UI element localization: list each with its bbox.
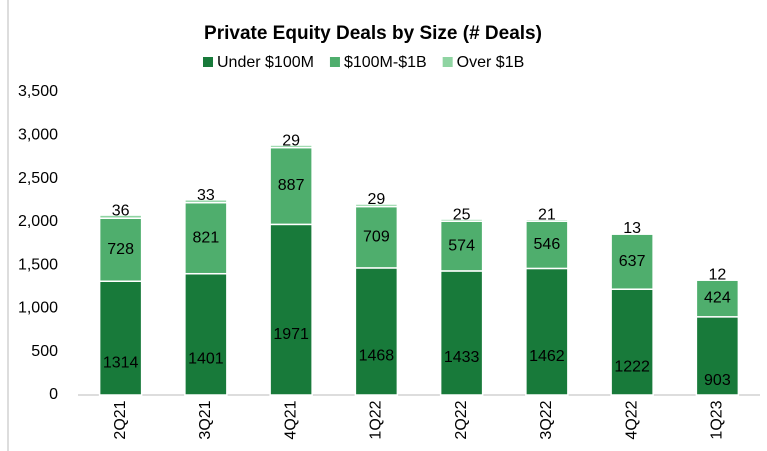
- bar-segment: [439, 220, 484, 272]
- bar-segment: [525, 267, 569, 396]
- data-label: 29: [367, 191, 385, 208]
- data-label: 1462: [529, 348, 565, 365]
- data-label: 12: [708, 266, 726, 283]
- bar-segment: [98, 280, 143, 396]
- y-tick-label: 0: [49, 386, 58, 403]
- x-tick-label: 4Q22: [623, 400, 640, 439]
- legend-swatch: [203, 57, 213, 67]
- bar-segment: [439, 218, 484, 223]
- y-tick-label: 3,500: [18, 83, 58, 100]
- data-label: 728: [107, 241, 134, 258]
- bar-segment: [354, 203, 399, 208]
- data-label: 709: [363, 228, 390, 245]
- bar-segment: [354, 267, 399, 396]
- bar-segment: [695, 278, 740, 281]
- x-tick-label: 1Q23: [709, 400, 726, 439]
- bar-segment: [354, 205, 399, 269]
- legend-swatch: [442, 57, 453, 67]
- data-label: 1433: [444, 349, 480, 366]
- x-tick-label: 1Q22: [368, 400, 385, 439]
- bar-segment: [610, 288, 654, 396]
- data-label: 29: [282, 132, 300, 149]
- data-label: 546: [534, 236, 561, 253]
- data-label: 33: [197, 187, 215, 204]
- legend: Under $100M $100M-$1B Over $1B: [203, 54, 524, 71]
- bar-segment: [269, 146, 313, 226]
- data-label: 36: [112, 202, 130, 219]
- bar-segment: [98, 217, 143, 282]
- data-label: 1314: [103, 354, 139, 371]
- bar-segment: [269, 144, 313, 149]
- bar-segment: [695, 316, 740, 396]
- y-tick-label: 2,500: [18, 170, 58, 187]
- y-tick-label: 1,000: [18, 300, 58, 317]
- legend-label: Over $1B: [457, 54, 525, 71]
- x-tick-label: 4Q21: [282, 400, 299, 439]
- data-label: 574: [448, 237, 475, 254]
- data-label: 1222: [614, 358, 650, 375]
- data-label: 637: [619, 253, 646, 270]
- data-label: 424: [704, 290, 731, 307]
- bar-segment: [184, 199, 228, 204]
- data-label: 1468: [359, 348, 395, 365]
- x-tick-label: 3Q22: [538, 400, 555, 439]
- bar-segment: [610, 233, 654, 290]
- x-tick-label: 2Q21: [112, 400, 129, 439]
- chart-title: Private Equity Deals by Size (# Deals): [204, 23, 542, 44]
- y-tick-label: 1,500: [18, 256, 58, 273]
- legend-label: Under $100M: [217, 54, 314, 71]
- y-tick-label: 500: [31, 343, 58, 360]
- data-label: 887: [278, 177, 305, 194]
- x-tick-label: 2Q22: [453, 400, 470, 439]
- bar-segment: [269, 223, 313, 396]
- data-label: 821: [193, 229, 220, 246]
- data-label: 25: [453, 206, 471, 223]
- legend-label: $100M-$1B: [344, 54, 427, 71]
- y-tick-label: 2,000: [18, 213, 58, 230]
- data-label: 21: [538, 207, 556, 224]
- bar-segment: [525, 220, 569, 270]
- y-tick-label: 3,000: [18, 127, 58, 144]
- bar-segment: [525, 218, 569, 222]
- data-label: 1971: [273, 326, 309, 343]
- bar-segment: [184, 201, 228, 275]
- bar-segment: [610, 232, 654, 235]
- bar-segment: [184, 272, 228, 396]
- x-tick-label: 3Q21: [197, 400, 214, 439]
- data-label: 13: [623, 220, 641, 237]
- bar-segment: [439, 270, 484, 396]
- legend-swatch: [329, 57, 340, 67]
- data-label: 903: [704, 372, 731, 389]
- bar-segment: [98, 214, 143, 219]
- data-label: 1401: [188, 351, 224, 368]
